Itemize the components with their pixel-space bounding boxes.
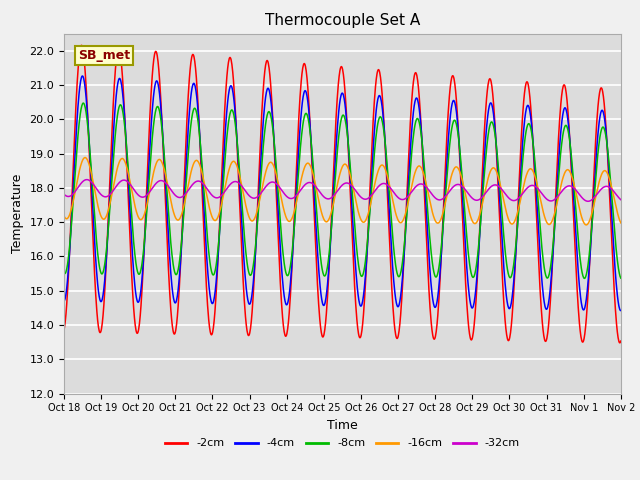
-2cm — [502, 326, 509, 332]
-16cm — [246, 217, 254, 223]
-8cm — [60, 270, 68, 276]
-16cm — [184, 182, 192, 188]
-8cm — [502, 255, 509, 261]
-4cm — [429, 299, 437, 305]
-2cm — [617, 338, 625, 344]
-4cm — [246, 300, 254, 305]
-2cm — [551, 206, 559, 212]
-32cm — [83, 177, 91, 182]
-16cm — [502, 207, 509, 213]
-8cm — [246, 273, 254, 278]
-16cm — [81, 155, 89, 160]
-8cm — [551, 219, 559, 225]
-8cm — [184, 150, 192, 156]
-2cm — [616, 340, 623, 346]
-2cm — [246, 325, 254, 331]
-32cm — [171, 192, 179, 198]
Legend: -2cm, -4cm, -8cm, -16cm, -32cm: -2cm, -4cm, -8cm, -16cm, -32cm — [161, 434, 524, 453]
-2cm — [171, 331, 179, 337]
Text: SB_met: SB_met — [78, 49, 130, 62]
-32cm — [429, 193, 437, 199]
-4cm — [79, 73, 86, 79]
-32cm — [617, 197, 625, 203]
Line: -8cm: -8cm — [64, 103, 621, 278]
-4cm — [184, 126, 192, 132]
-2cm — [60, 327, 68, 333]
-4cm — [551, 217, 559, 223]
Line: -2cm: -2cm — [64, 45, 621, 343]
-16cm — [60, 213, 68, 219]
Y-axis label: Temperature: Temperature — [11, 174, 24, 253]
X-axis label: Time: Time — [327, 419, 358, 432]
-32cm — [246, 194, 254, 200]
-16cm — [582, 222, 590, 228]
-32cm — [584, 198, 592, 204]
-4cm — [60, 298, 68, 304]
-16cm — [551, 209, 559, 215]
-32cm — [502, 192, 509, 197]
-2cm — [184, 93, 192, 99]
-8cm — [171, 269, 179, 275]
-8cm — [617, 275, 625, 281]
-8cm — [79, 100, 87, 106]
Line: -32cm: -32cm — [64, 180, 621, 201]
-8cm — [580, 276, 588, 281]
-4cm — [171, 300, 179, 305]
Title: Thermocouple Set A: Thermocouple Set A — [265, 13, 420, 28]
-16cm — [617, 220, 625, 226]
-4cm — [502, 289, 509, 295]
-16cm — [171, 213, 179, 218]
-32cm — [184, 187, 192, 193]
Line: -4cm: -4cm — [64, 76, 621, 311]
-32cm — [60, 192, 68, 197]
-2cm — [77, 42, 85, 48]
-8cm — [429, 265, 437, 271]
-32cm — [551, 196, 559, 202]
-4cm — [617, 308, 625, 313]
Line: -16cm: -16cm — [64, 157, 621, 225]
-2cm — [429, 334, 437, 340]
-16cm — [429, 212, 437, 218]
